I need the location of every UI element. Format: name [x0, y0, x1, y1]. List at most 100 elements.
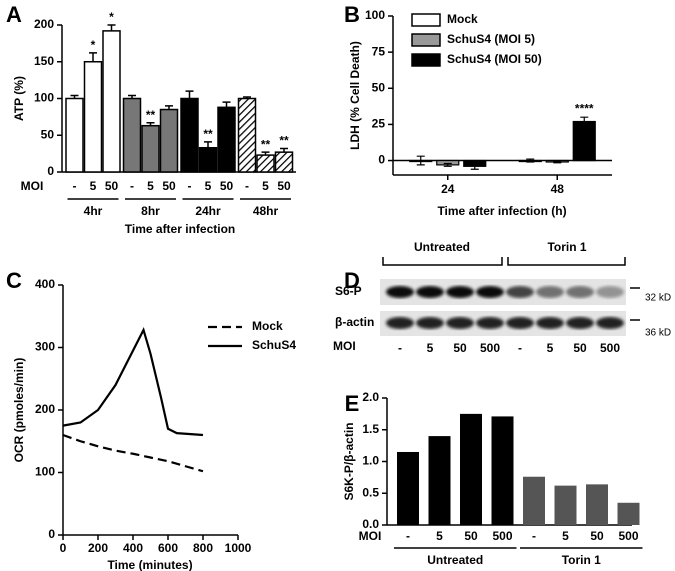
moi-label: MOI [333, 339, 356, 353]
error-bar [416, 155, 425, 166]
x-tick-label: 50 [220, 179, 234, 193]
y-tick-label: 0 [48, 527, 55, 541]
y-tick-label: 200 [34, 17, 54, 31]
x-tick-label: 5 [205, 179, 212, 193]
y-tick-label: 100 [35, 465, 55, 479]
error-bar [243, 96, 251, 99]
band [416, 286, 444, 298]
x-tick-label: 50 [590, 529, 604, 543]
y-tick-label: 400 [35, 277, 55, 291]
lane-label: - [518, 341, 522, 355]
band [596, 286, 624, 298]
y-tick-label: 100 [34, 91, 54, 105]
lane-label: 5 [427, 341, 434, 355]
y-axis-label: OCR (pmoles/min) [12, 358, 26, 463]
bar [65, 97, 84, 173]
bar [274, 151, 294, 173]
line [62, 433, 204, 473]
band [566, 317, 594, 329]
row-label: β-actin [335, 315, 374, 329]
moi-label: MOI [21, 179, 44, 193]
western-blot [380, 257, 640, 336]
x-tick-label: - [188, 179, 192, 193]
bar [83, 61, 103, 173]
bar [554, 485, 577, 525]
x-tick-label: 5 [436, 529, 443, 543]
x-tick-label: 1000 [225, 541, 252, 555]
y-tick-label: 0 [378, 153, 385, 167]
legend-swatch [411, 33, 441, 47]
error-bar [89, 52, 97, 62]
y-tick-label: 0 [47, 164, 54, 178]
error-bar [204, 141, 212, 148]
lane-label: - [398, 341, 402, 355]
y-tick-label: 25 [372, 117, 386, 131]
moi-label: MOI [359, 529, 382, 543]
y-axis-label: S6K-P/β-actin [342, 422, 356, 500]
bar [237, 97, 257, 173]
lane-label: 50 [453, 341, 467, 355]
band [506, 317, 534, 329]
y-tick-label: 200 [35, 402, 55, 416]
band [476, 317, 504, 329]
y-tick-label: 1.0 [362, 454, 379, 468]
panel-letter: E [345, 391, 360, 416]
x-tick-label: 50 [162, 179, 176, 193]
x-tick-label: - [245, 179, 249, 193]
band [566, 286, 594, 298]
error-bar [128, 94, 136, 99]
x-tick-label: 400 [123, 541, 143, 555]
lane-label: 500 [600, 341, 620, 355]
bar [523, 476, 545, 525]
error-bar [146, 122, 155, 126]
group-bracket [382, 257, 626, 266]
x-tick-label: - [406, 529, 410, 543]
x-tick-label: 5 [562, 529, 569, 543]
x-tick-label: 0 [60, 541, 67, 555]
bar [141, 124, 160, 173]
x-tick-label: 24 [441, 182, 455, 196]
y-tick-label: 50 [41, 127, 55, 141]
panel-letter: C [6, 268, 22, 293]
bar [180, 97, 199, 173]
band [476, 286, 504, 298]
panel-letter: B [344, 2, 360, 27]
group-label: Untreated [414, 240, 470, 254]
group-label: 48hr [253, 204, 279, 218]
significance: **** [575, 101, 594, 115]
y-axis-label: LDH (% Cell Death) [348, 41, 362, 150]
band [536, 317, 564, 329]
x-tick-label: - [532, 529, 536, 543]
y-tick-label: 0.0 [362, 517, 379, 531]
band [416, 317, 444, 329]
error-bar [580, 116, 589, 127]
line [62, 327, 204, 437]
legend-label: Mock [447, 12, 478, 26]
error-bar [280, 147, 288, 153]
band [446, 286, 474, 298]
significance: ** [279, 134, 289, 148]
x-tick-label: 50 [105, 179, 119, 193]
bar [572, 120, 596, 162]
x-tick-label: 5 [90, 179, 97, 193]
group-label: Torin 1 [562, 553, 601, 567]
bar [102, 30, 121, 173]
error-bar [185, 90, 194, 99]
y-tick-label: 1.5 [362, 422, 379, 436]
x-tick-label: 200 [88, 541, 108, 555]
x-tick-label: 50 [277, 179, 291, 193]
x-tick-label: 500 [492, 529, 512, 543]
panel-letter: A [6, 2, 22, 27]
band [446, 317, 474, 329]
lane-label: 500 [480, 341, 500, 355]
error-bar [261, 151, 270, 156]
bar [491, 416, 514, 525]
y-tick-label: 300 [35, 340, 55, 354]
error-bar [553, 160, 562, 164]
x-tick-label: - [73, 179, 77, 193]
x-tick-label: 48 [551, 182, 565, 196]
x-axis-label: Time after infection (h) [437, 204, 566, 218]
x-tick-label: 600 [158, 541, 178, 555]
significance: * [109, 10, 114, 24]
legend-label: SchuS4 [252, 338, 296, 352]
